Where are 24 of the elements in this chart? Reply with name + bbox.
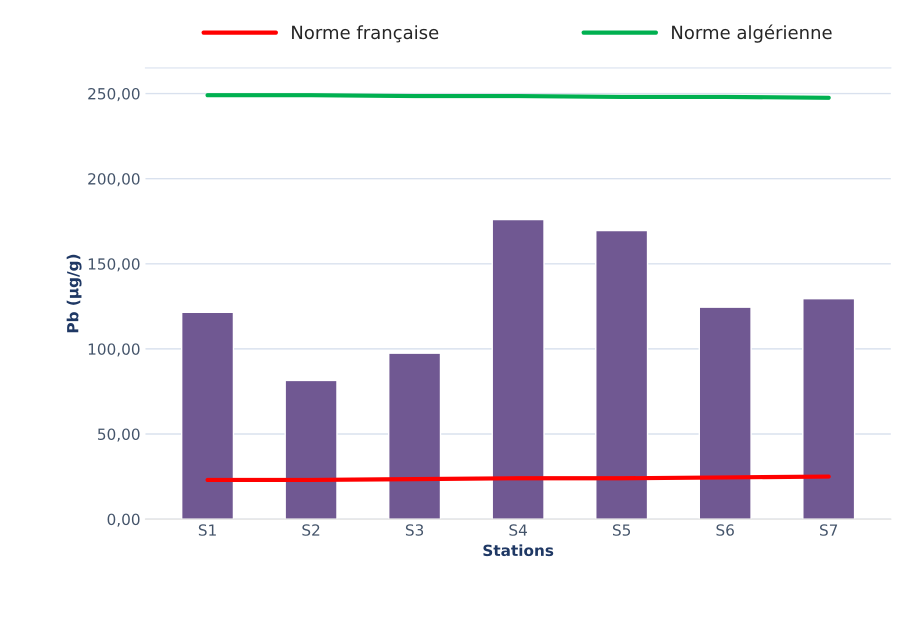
x-tick-label: S5 — [612, 524, 630, 536]
bar — [595, 230, 648, 520]
y-tick-label: 0,00 — [108, 514, 140, 527]
bar — [284, 380, 338, 520]
x-axis-title: Stations — [483, 544, 554, 556]
bar — [388, 352, 442, 520]
bar — [492, 218, 545, 520]
y-tick-label: 200,00 — [88, 173, 140, 186]
x-tick-label: S6 — [716, 524, 734, 536]
x-tick-label: S3 — [406, 524, 424, 536]
legend-label: Norme algérienne — [672, 24, 832, 43]
x-tick-label: S4 — [509, 524, 527, 536]
x-tick-label: S2 — [302, 524, 320, 536]
y-tick-label: 100,00 — [88, 343, 140, 356]
bar — [180, 312, 234, 520]
x-tick-label: S1 — [198, 524, 216, 536]
legend-label: Norme française — [292, 25, 438, 42]
y-tick-label: 250,00 — [88, 88, 140, 102]
y-tick-label: 150,00 — [88, 258, 140, 272]
x-tick-label: S7 — [820, 524, 838, 536]
y-axis-title: Pb (µg/g) — [66, 254, 82, 332]
bar — [698, 306, 752, 520]
bar — [802, 298, 856, 520]
y-tick-label: 50,00 — [98, 428, 140, 442]
